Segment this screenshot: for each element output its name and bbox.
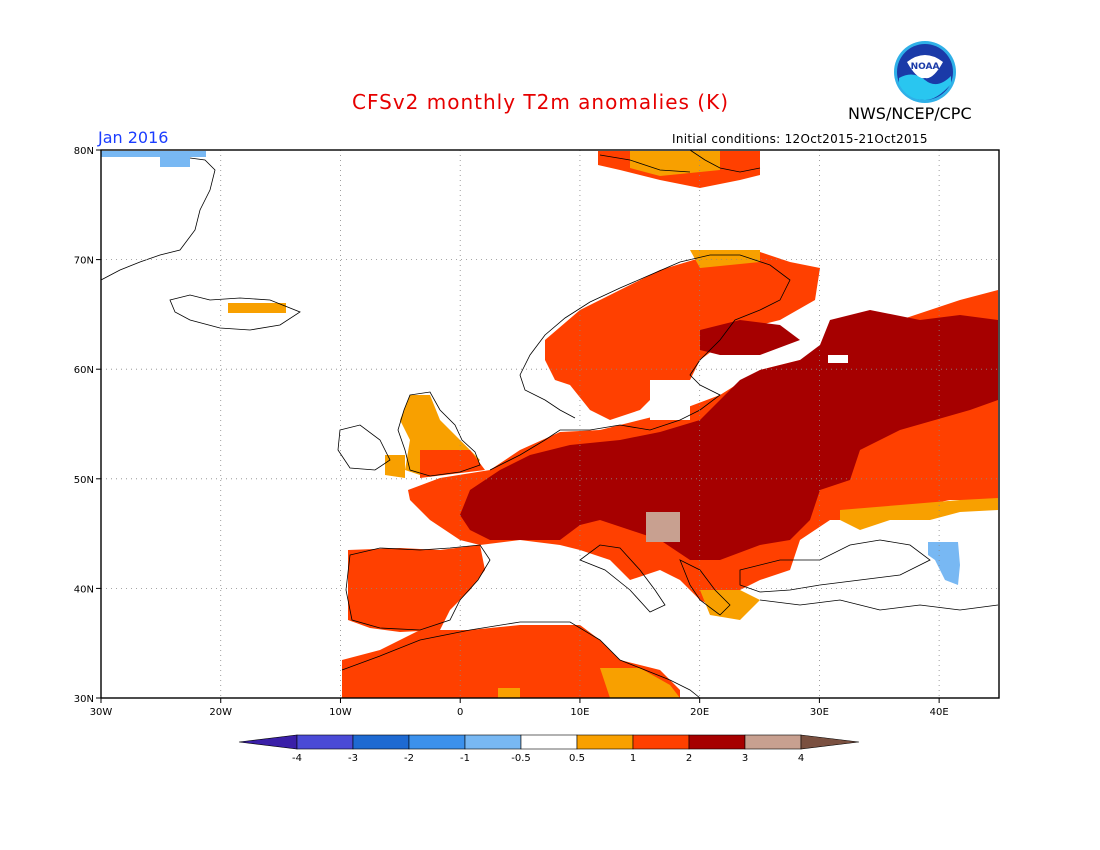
anomaly-greenland-cool-2 [160, 151, 190, 167]
colorbar-label: -2 [404, 753, 414, 764]
x-tick-label: 40E [930, 707, 949, 718]
y-tick-label: 60N [74, 365, 94, 376]
colorbar-label: 4 [798, 753, 804, 764]
agency-label: NWS/NCEP/CPC [848, 104, 972, 123]
colorbar-label: -3 [348, 753, 358, 764]
colorbar-box [744, 734, 802, 750]
colorbar-label: -4 [292, 753, 302, 764]
x-tick-label: 30W [90, 707, 113, 718]
anomaly-svalbard-orange [630, 151, 720, 176]
colorbar-min-arrow [238, 734, 298, 750]
x-tick-label: 30E [810, 707, 829, 718]
map-title: CFSv2 monthly T2m anomalies (K) [352, 90, 729, 114]
colorbar-box [576, 734, 634, 750]
forecast-period: Jan 2016 [98, 128, 169, 147]
y-tick-label: 50N [74, 475, 94, 486]
anomaly-scandinavia-orange [690, 250, 760, 268]
anomaly-europe-hot [460, 310, 998, 560]
colorbar-box [352, 734, 410, 750]
anomaly-russia-hot [700, 320, 800, 355]
colorbar: -4 -3 -2 -1 -0.5 0.5 1 2 3 4 [238, 734, 860, 764]
colorbar-label: -0.5 [511, 753, 531, 764]
longitude-ticks: 30W 20W 10W 0 10E 20E 30E 40E [90, 698, 949, 718]
colorbar-box [688, 734, 746, 750]
colorbar-max-arrow [800, 734, 860, 750]
x-tick-label: 10E [570, 707, 589, 718]
anomaly-north-africa [342, 625, 680, 698]
latitude-ticks: 80N 70N 60N 50N 40N 30N [74, 146, 101, 705]
anomaly-scandinavia [545, 250, 820, 420]
anomaly-fills [101, 151, 998, 698]
colorbar-label: 1 [630, 753, 636, 764]
x-tick-label: 20W [209, 707, 232, 718]
anomaly-balkan-very-hot [646, 512, 680, 542]
colorbar-label: -1 [460, 753, 470, 764]
colorbar-label: 2 [686, 753, 692, 764]
colorbar-label: 3 [742, 753, 748, 764]
colorbar-box [632, 734, 690, 750]
y-tick-label: 80N [74, 146, 94, 157]
colorbar-box [296, 734, 354, 750]
y-tick-label: 70N [74, 256, 94, 267]
y-tick-label: 30N [74, 694, 94, 705]
anomaly-gap-1 [828, 355, 848, 363]
noaa-logo-text: NOAA [911, 62, 940, 72]
anomaly-caucasus-cool [928, 542, 960, 585]
anomaly-ireland [385, 455, 405, 478]
colorbar-box [520, 734, 578, 750]
colorbar-box [408, 734, 466, 750]
anomaly-blacksea-orange [840, 498, 998, 530]
noaa-logo-icon: NOAA [894, 41, 956, 103]
anomaly-britain-red [420, 450, 485, 478]
anomaly-libya-orange [600, 668, 680, 698]
map-frame [100, 149, 1000, 699]
x-tick-label: 10W [329, 707, 352, 718]
colorbar-label: 0.5 [569, 753, 585, 764]
y-tick-label: 40N [74, 584, 94, 595]
anomaly-greenland-cool [101, 151, 206, 157]
anomaly-iceland [228, 303, 286, 313]
coastlines [100, 149, 999, 699]
x-tick-label: 0 [457, 707, 463, 718]
colorbar-box [464, 734, 522, 750]
anomaly-gap-baltic [650, 380, 690, 420]
initial-conditions: Initial conditions: 12Oct2015-21Oct2015 [672, 132, 928, 146]
x-tick-label: 20E [690, 707, 709, 718]
anomaly-algeria-orange [498, 688, 520, 698]
